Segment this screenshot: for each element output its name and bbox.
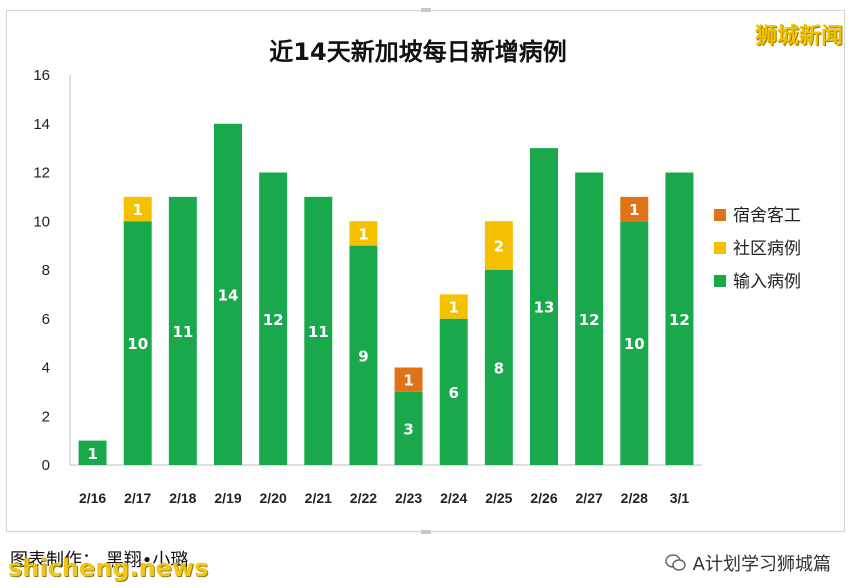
legend-swatch	[714, 242, 726, 254]
source-attribution: A计划学习狮城篇	[664, 550, 831, 576]
y-tick-label: 0	[42, 457, 50, 474]
x-tick-label: 2/21	[305, 490, 332, 506]
data-label: 8	[494, 360, 504, 378]
y-tick-label: 2	[42, 408, 50, 425]
bar-segment	[484, 270, 513, 465]
brand-watermark-top: 狮城新闻	[754, 24, 843, 49]
data-label: 11	[172, 323, 193, 341]
data-label: 1	[448, 299, 458, 317]
bar-segment	[214, 123, 242, 465]
legend-label: 宿舍客工	[733, 206, 801, 226]
data-label: 2	[494, 238, 504, 256]
y-tick-label: 4	[42, 360, 50, 377]
bar-segment	[439, 318, 468, 465]
x-tick-label: 2/24	[440, 490, 467, 506]
bar-segment	[394, 367, 423, 392]
x-tick-label: 3/1	[670, 490, 690, 506]
bar-segment	[123, 221, 152, 465]
x-axis: 2/16 2/17 2/18 2/19 2/20 2/21 2/22 2/23 2/24 2/25…	[70, 464, 702, 506]
x-tick-label: 2/27	[576, 490, 603, 506]
bar-segment	[259, 172, 288, 465]
x-tick-label: 2/17	[124, 490, 151, 506]
x-tick-label: 2/19	[214, 490, 241, 506]
x-tick-label: 2/28	[621, 490, 648, 506]
bar-segment	[123, 196, 152, 222]
bar-segment	[168, 196, 197, 465]
data-label: 12	[263, 311, 284, 329]
x-tick-label: 2/25	[485, 490, 512, 506]
brand-watermark-bottom: shicheng.news	[8, 554, 209, 582]
chart-credit: 图表制作： 黑翔•小璐	[10, 550, 189, 571]
bar-segment	[575, 172, 604, 465]
bar-segment	[484, 221, 513, 270]
data-label: 11	[308, 323, 329, 341]
y-axis: 0 2 4 6 8 10 12 14 16	[33, 67, 71, 474]
legend-swatch	[714, 275, 726, 287]
data-label: 6	[448, 384, 458, 402]
data-label: 12	[579, 311, 600, 329]
data-label: 9	[358, 347, 368, 365]
bar-segment	[665, 172, 694, 465]
bar-segment	[620, 196, 649, 222]
x-tick-label: 2/20	[260, 490, 287, 506]
data-label: 10	[127, 335, 148, 353]
bar-segment	[78, 440, 107, 465]
bar-segment	[349, 245, 378, 465]
x-tick-label: 2/26	[530, 490, 557, 506]
y-tick-label: 14	[33, 116, 50, 133]
data-label: 1	[87, 445, 97, 463]
resize-handle-top[interactable]	[421, 8, 431, 12]
x-tick-label: 2/23	[395, 490, 422, 506]
data-label: 10	[624, 335, 645, 353]
x-tick-label: 2/22	[350, 490, 377, 506]
wechat-icon	[664, 554, 687, 572]
data-label: 1	[629, 201, 639, 219]
x-tick-label: 2/16	[79, 490, 106, 506]
bar-segment	[439, 294, 468, 319]
bar-segment	[530, 148, 558, 465]
legend-label: 社区病例	[733, 239, 801, 259]
y-tick-label: 8	[42, 262, 50, 279]
resize-handle-bottom[interactable]	[421, 530, 431, 534]
legend-swatch	[714, 209, 726, 221]
chart-title: 近14天新加坡每日新增病例	[269, 38, 566, 66]
bar-segment	[620, 221, 649, 465]
data-label: 13	[534, 299, 555, 317]
y-tick-label: 6	[42, 311, 50, 328]
bar-segment	[304, 196, 333, 465]
source-attribution-text: A计划学习狮城篇	[692, 554, 831, 575]
data-label: 12	[669, 311, 690, 329]
x-tick-label: 2/18	[169, 490, 196, 506]
data-label: 3	[403, 420, 413, 438]
data-label: 1	[132, 201, 142, 219]
y-tick-label: 12	[33, 165, 50, 182]
bar-segment	[349, 221, 378, 246]
y-tick-label: 10	[33, 213, 50, 230]
legend-label: 输入病例	[733, 272, 801, 292]
data-label: 1	[403, 372, 413, 390]
data-label: 1	[358, 225, 368, 243]
data-label: 14	[218, 286, 239, 304]
y-tick-label: 16	[33, 67, 50, 84]
bar-segment	[394, 391, 423, 465]
